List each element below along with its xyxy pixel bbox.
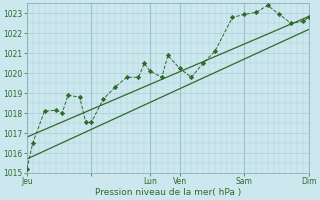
X-axis label: Pression niveau de la mer( hPa ): Pression niveau de la mer( hPa ) bbox=[95, 188, 241, 197]
